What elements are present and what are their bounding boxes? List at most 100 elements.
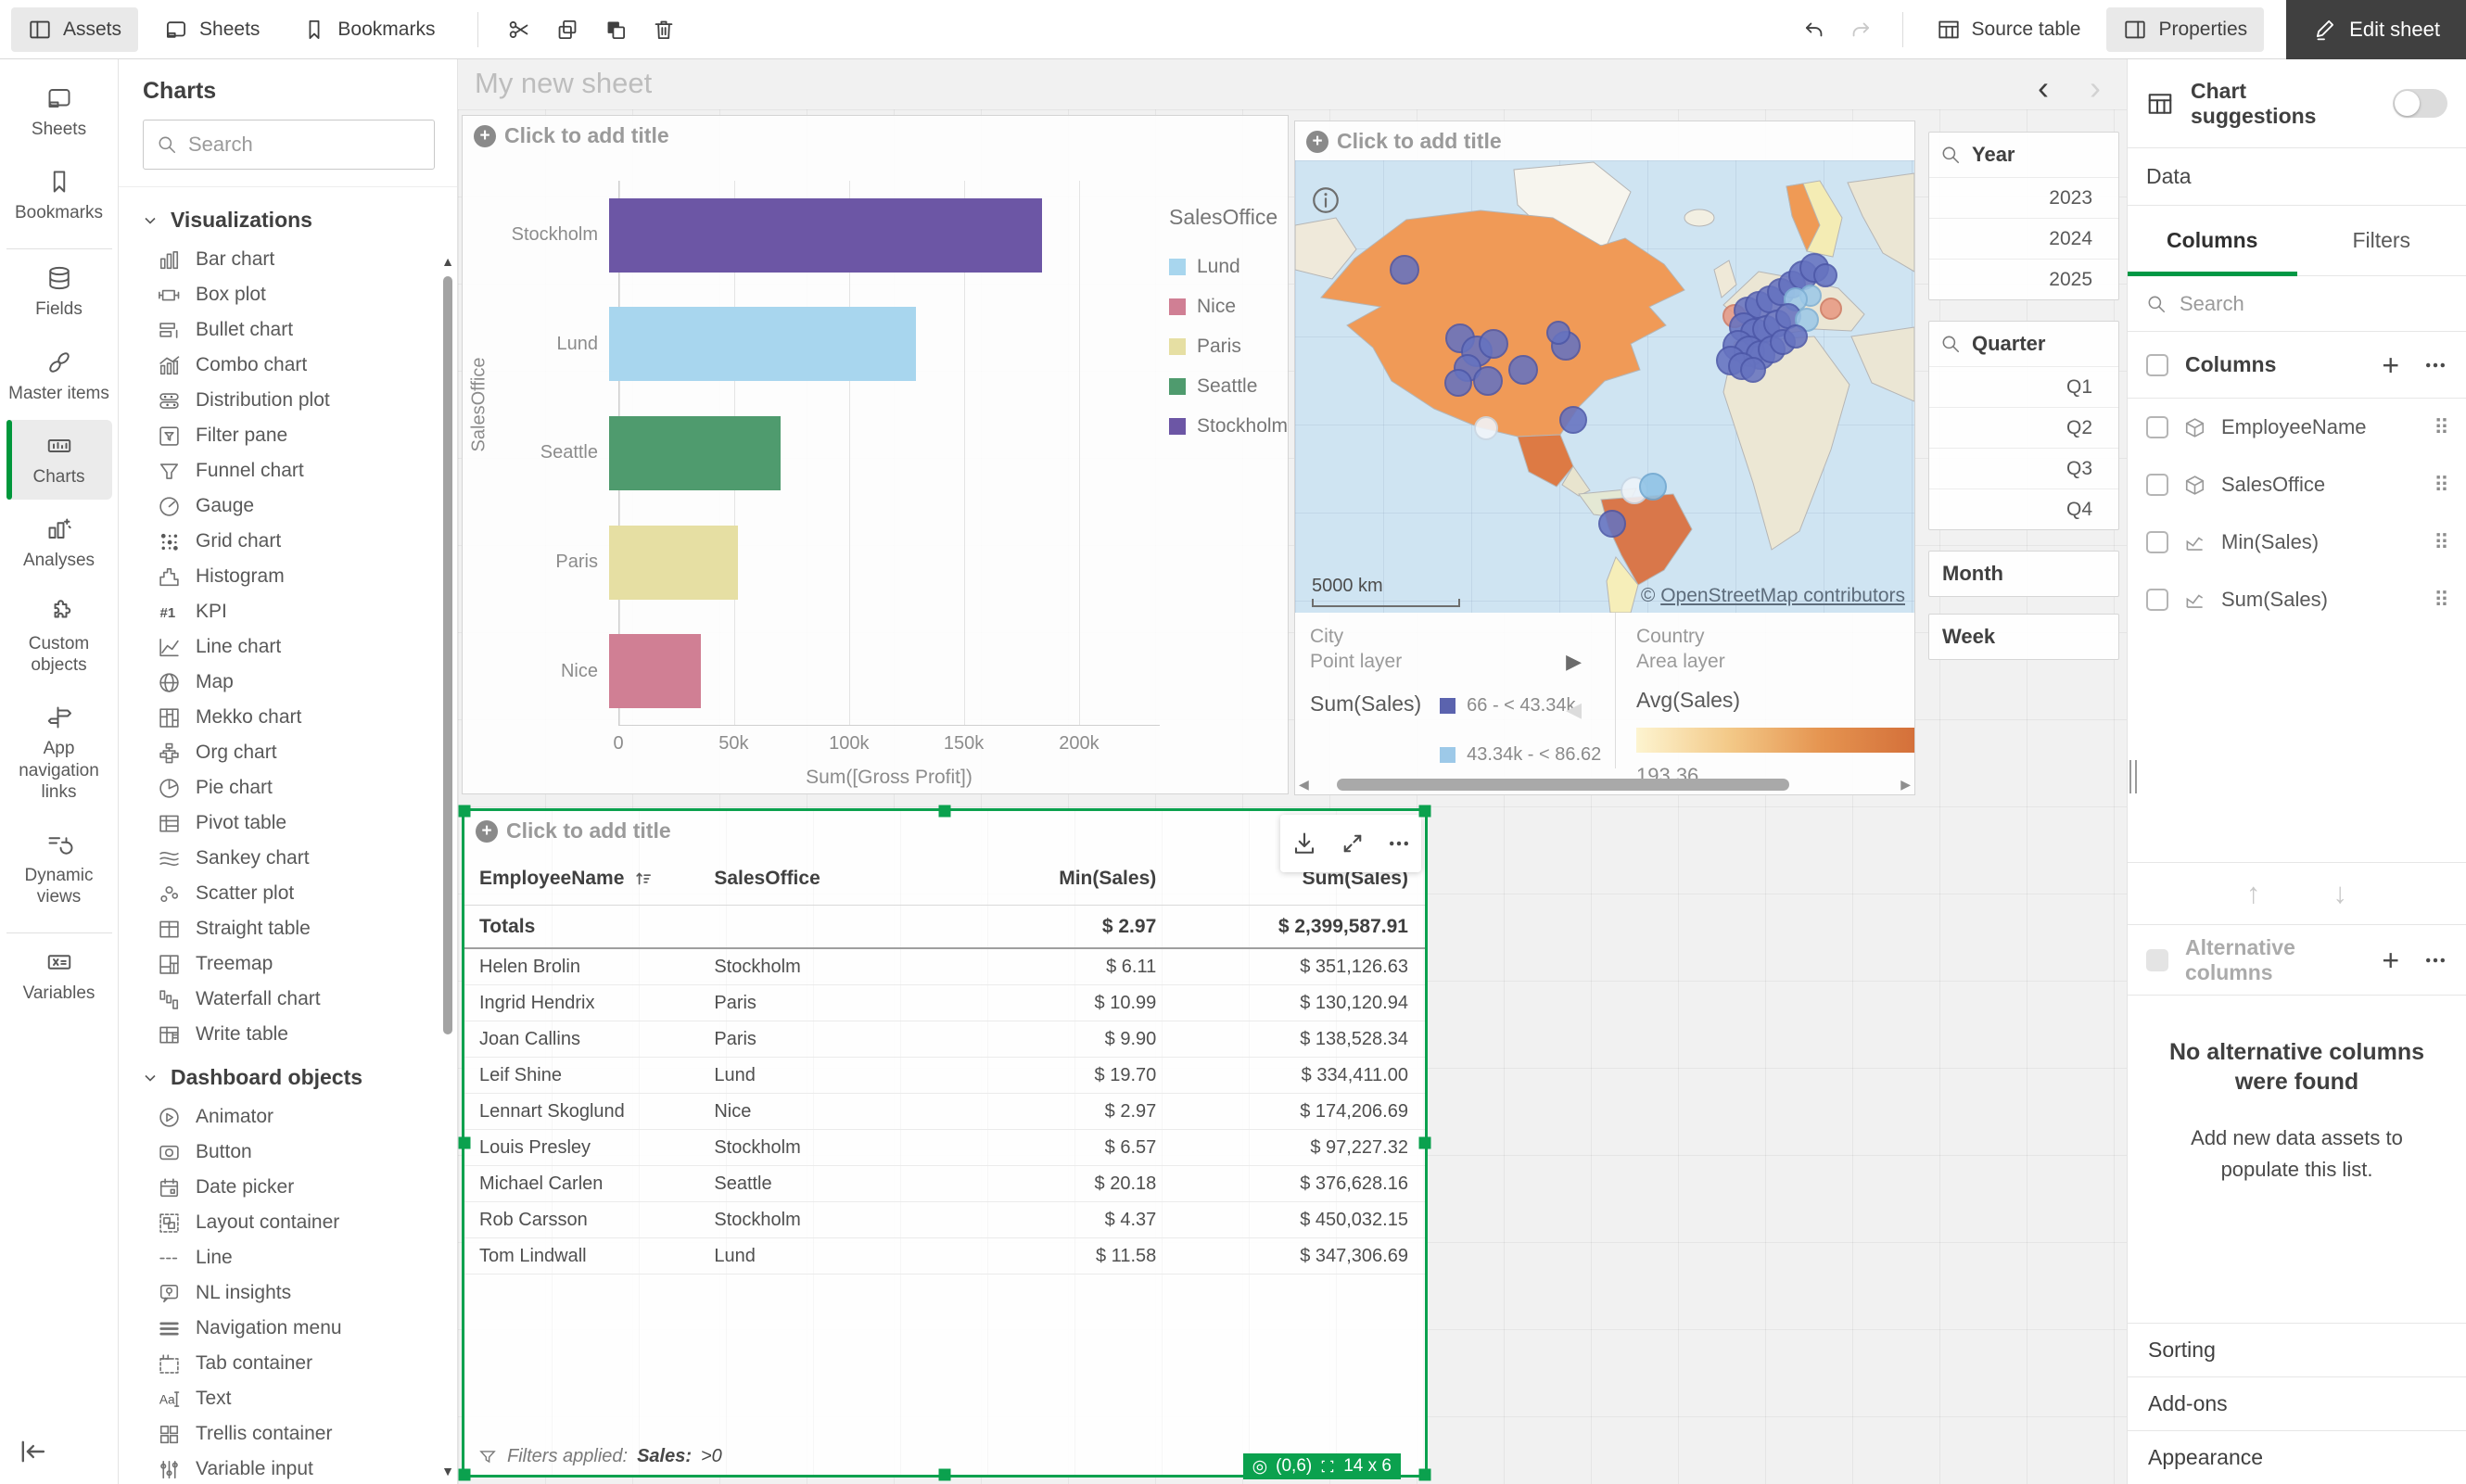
appearance-accordion[interactable]: Appearance [2128, 1430, 2466, 1484]
bookmarks-button[interactable]: Bookmarks [286, 7, 451, 52]
asset-item[interactable]: Waterfall chart [141, 982, 457, 1017]
filter-value[interactable]: Q3 [1929, 448, 2118, 488]
addons-accordion[interactable]: Add-ons [2128, 1376, 2466, 1430]
rail-item[interactable]: Variables [6, 932, 112, 1016]
assets-scrollbar[interactable]: ▲ ▼ [440, 254, 455, 1478]
undo-button[interactable] [1789, 7, 1837, 52]
legend-item[interactable]: Paris [1169, 336, 1286, 358]
asset-item[interactable]: Combo chart [141, 348, 457, 383]
table-row[interactable]: Ingrid Hendrix Paris $ 10.99 $ 130,120.9… [464, 985, 1425, 1021]
week-listbox[interactable]: Week [1928, 614, 2119, 660]
column-list-item[interactable]: Sum(Sales) ⠿ [2128, 571, 2466, 628]
asset-item[interactable]: Bullet chart [141, 312, 457, 348]
cell-sales-office[interactable]: Paris [714, 992, 756, 1013]
rail-item[interactable]: Fields [6, 248, 112, 332]
asset-item[interactable]: Distribution plot [141, 383, 457, 418]
resize-handle[interactable] [938, 805, 951, 818]
column-list-item[interactable]: SalesOffice ⠿ [2128, 456, 2466, 514]
scroll-right-icon[interactable]: ▶ [1900, 776, 1911, 792]
drag-handle-icon[interactable]: ⠿ [2434, 414, 2449, 439]
column-header[interactable]: Min(Sales) [945, 868, 1165, 890]
select-all-checkbox[interactable] [2146, 353, 2168, 376]
resize-handle[interactable] [1418, 1136, 1431, 1149]
drag-handle-icon[interactable]: ⠿ [2434, 529, 2449, 554]
chart-title-placeholder[interactable]: + Click to add title [474, 123, 669, 148]
asset-item[interactable]: Bar chart [141, 242, 457, 277]
cell-sales-office[interactable]: Stockholm [714, 1209, 801, 1230]
city-data-point[interactable] [1598, 510, 1626, 538]
cell-sales-office[interactable]: Seattle [714, 1173, 772, 1194]
columns-search-input[interactable] [2180, 291, 2447, 316]
source-table-button[interactable]: Source table [1920, 7, 2098, 52]
panel-resize-grip[interactable] [2129, 760, 2137, 793]
map-object[interactable]: + Click to add title [1294, 120, 1915, 795]
city-data-point[interactable] [1444, 369, 1472, 397]
asset-item[interactable]: Date picker [141, 1170, 457, 1205]
cell-employee-name[interactable]: Louis Presley [479, 1136, 591, 1158]
asset-item[interactable]: Histogram [141, 559, 457, 594]
asset-item[interactable]: Map [141, 665, 457, 700]
tab-filters[interactable]: Filters [2297, 206, 2466, 275]
bar[interactable] [609, 197, 1043, 273]
resize-handle[interactable] [938, 1468, 951, 1481]
rail-item[interactable]: Analyses [6, 503, 112, 583]
city-data-point[interactable] [1473, 366, 1503, 396]
column-checkbox[interactable] [2146, 416, 2168, 438]
asset-item[interactable]: Button [141, 1135, 457, 1170]
asset-item[interactable]: Pivot table [141, 805, 457, 841]
table-row[interactable]: Louis Presley Stockholm $ 6.57 $ 97,227.… [464, 1130, 1425, 1166]
asset-item[interactable]: Straight table [141, 911, 457, 946]
city-data-point[interactable] [1813, 263, 1837, 287]
table-row[interactable]: Lennart Skoglund Nice $ 2.97 $ 174,206.6… [464, 1094, 1425, 1130]
delete-button[interactable] [640, 7, 688, 52]
bar[interactable] [609, 634, 701, 709]
more-options-icon[interactable] [1387, 831, 1411, 856]
map-horizontal-scrollbar[interactable]: ◀ ▶ [1299, 777, 1911, 792]
rail-item[interactable]: Bookmarks [6, 156, 112, 235]
add-column-icon[interactable]: + [2382, 348, 2399, 382]
sheet-title[interactable]: My new sheet [475, 67, 653, 99]
scroll-left-icon[interactable]: ◀ [1299, 776, 1309, 792]
city-data-point[interactable] [1390, 255, 1419, 285]
data-section-header[interactable]: Data [2128, 148, 2466, 206]
filter-value[interactable]: 2023 [1929, 177, 2118, 218]
city-data-point[interactable] [1740, 357, 1766, 383]
rail-item[interactable]: Sheets [6, 72, 112, 152]
asset-item[interactable]: Write table [141, 1017, 457, 1052]
asset-item[interactable]: Layout container [141, 1205, 457, 1240]
resize-handle[interactable] [458, 1468, 471, 1481]
city-data-point[interactable] [1820, 298, 1842, 320]
quarter-listbox-header[interactable]: Quarter [1929, 322, 2118, 366]
table-row[interactable]: Rob Carsson Stockholm $ 4.37 $ 450,032.1… [464, 1202, 1425, 1238]
dashboard-objects-section-header[interactable]: Dashboard objects [141, 1065, 457, 1090]
cell-sales-office[interactable]: Lund [714, 1064, 756, 1085]
month-listbox[interactable]: Month [1928, 551, 2119, 597]
cell-employee-name[interactable]: Helen Brolin [479, 956, 580, 977]
asset-item[interactable]: Variable input [141, 1452, 457, 1484]
asset-item[interactable]: Gauge [141, 488, 457, 524]
filter-value[interactable]: 2024 [1929, 218, 2118, 259]
sorting-accordion[interactable]: Sorting [2128, 1323, 2466, 1376]
attribution-link[interactable]: OpenStreetMap contributors [1660, 585, 1905, 606]
cell-sales-office[interactable]: Stockholm [714, 1136, 801, 1158]
asset-item[interactable]: Treemap [141, 946, 457, 982]
year-listbox-header[interactable]: Year [1929, 133, 2118, 177]
table-row[interactable]: Helen Brolin Stockholm $ 6.11 $ 351,126.… [464, 949, 1425, 985]
city-data-point[interactable] [1639, 473, 1667, 501]
cut-button[interactable] [495, 7, 543, 52]
previous-sheet-icon[interactable]: ‹ [2038, 69, 2049, 107]
drag-handle-icon[interactable]: ⠿ [2434, 472, 2449, 497]
visualizations-section-header[interactable]: Visualizations [141, 208, 457, 233]
info-icon[interactable] [1310, 184, 1341, 216]
copy-button[interactable] [543, 7, 591, 52]
drag-handle-icon[interactable]: ⠿ [2434, 587, 2449, 612]
bar-chart-object[interactable]: + Click to add title Stockholm [462, 115, 1289, 794]
city-data-point[interactable] [1559, 406, 1587, 434]
asset-item[interactable]: Text [141, 1381, 457, 1416]
tab-columns[interactable]: Columns [2128, 206, 2297, 276]
column-header[interactable]: SalesOffice [714, 868, 945, 890]
cell-employee-name[interactable]: Michael Carlen [479, 1173, 604, 1194]
cell-sales-office[interactable]: Nice [714, 1100, 752, 1122]
rail-item[interactable]: Custom objects [6, 587, 112, 688]
asset-item[interactable]: Org chart [141, 735, 457, 770]
